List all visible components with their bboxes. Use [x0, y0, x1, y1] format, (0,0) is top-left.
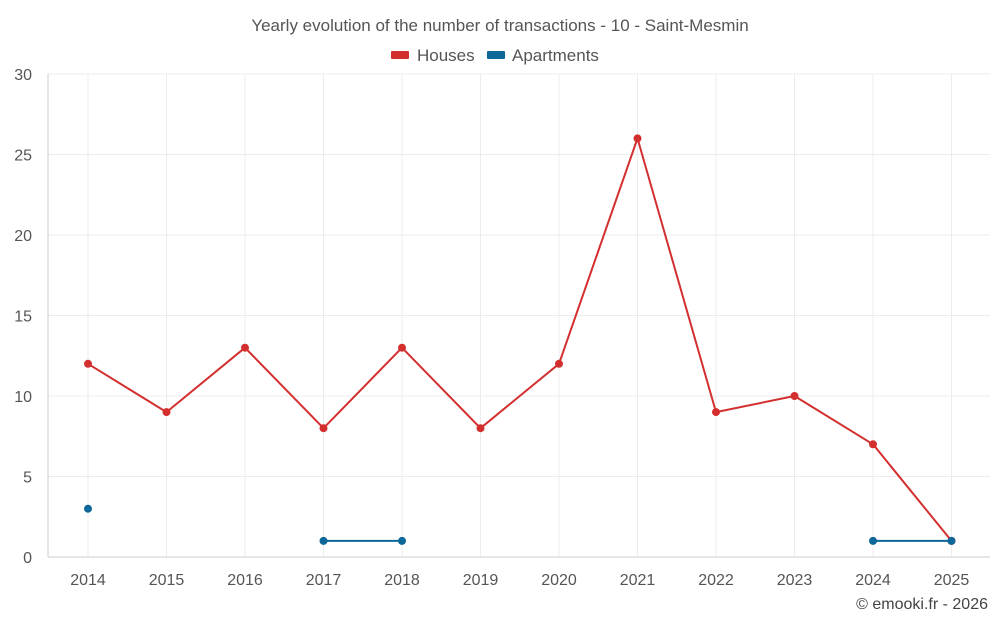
- series-houses: [84, 134, 956, 545]
- legend-item-apartments[interactable]: Apartments: [487, 46, 599, 65]
- legend-label: Houses: [417, 46, 475, 65]
- houses-point-2024[interactable]: [869, 440, 877, 449]
- houses-line-segment: [872, 443, 953, 542]
- x-tick-label: 2014: [70, 572, 106, 589]
- houses-line-segment: [165, 346, 246, 414]
- x-tick-label: 2015: [149, 572, 185, 589]
- legend: Houses Apartments: [391, 46, 599, 65]
- houses-point-2014[interactable]: [84, 359, 92, 368]
- legend-swatch: [391, 51, 409, 59]
- apartments-point-2014[interactable]: [84, 504, 92, 513]
- x-tick-label: 2019: [463, 572, 499, 589]
- x-tick-label: 2017: [306, 572, 342, 589]
- houses-point-2016[interactable]: [241, 343, 249, 352]
- y-tick-label: 25: [14, 148, 32, 165]
- y-tick-label: 0: [23, 550, 32, 567]
- grid: [47, 73, 990, 558]
- houses-point-2017[interactable]: [319, 424, 328, 433]
- x-tick-label: 2018: [384, 572, 420, 589]
- houses-line-segment: [244, 346, 325, 430]
- x-tick-label: 2022: [698, 572, 734, 589]
- y-tick-label: 10: [14, 389, 32, 406]
- credit-text: © emooki.fr - 2026: [856, 596, 988, 613]
- houses-line-segment: [322, 346, 403, 430]
- houses-point-2020[interactable]: [555, 359, 563, 368]
- houses-point-2015[interactable]: [162, 408, 171, 417]
- houses-point-2019[interactable]: [476, 424, 485, 433]
- chart-title: Yearly evolution of the number of transa…: [251, 16, 748, 35]
- x-tick-label: 2016: [227, 572, 263, 589]
- houses-point-2021[interactable]: [633, 134, 642, 143]
- x-axis: 2014 2015 2016 2017 2018 2019 2020 2021 2022 2023…: [70, 572, 969, 589]
- houses-line-segment: [558, 137, 639, 365]
- x-tick-label: 2021: [620, 572, 656, 589]
- houses-line-segment: [636, 137, 717, 414]
- apartments-point-2017[interactable]: [319, 536, 328, 545]
- houses-line-segment: [479, 362, 560, 430]
- series-apartments: [84, 504, 956, 545]
- houses-point-2022[interactable]: [712, 408, 720, 417]
- houses-line-segment: [401, 346, 482, 430]
- series-layer: [84, 134, 956, 545]
- houses-line-segment: [87, 362, 168, 414]
- houses-line-segment: [715, 395, 796, 414]
- apartments-point-2024[interactable]: [869, 536, 877, 545]
- x-tick-label: 2024: [855, 572, 891, 589]
- apartments-point-2018[interactable]: [398, 536, 406, 545]
- legend-swatch: [487, 51, 505, 59]
- houses-point-2018[interactable]: [398, 343, 406, 352]
- y-tick-label: 30: [14, 67, 32, 84]
- y-tick-label: 5: [23, 470, 32, 487]
- y-axis: 0 5 10 15 20 25 30: [14, 67, 32, 567]
- y-tick-label: 20: [14, 228, 32, 245]
- y-tick-label: 15: [14, 309, 32, 326]
- x-tick-label: 2025: [934, 572, 970, 589]
- x-tick-label: 2020: [541, 572, 577, 589]
- legend-label: Apartments: [512, 46, 599, 65]
- houses-line-segment: [793, 395, 874, 446]
- x-tick-label: 2023: [777, 572, 813, 589]
- apartments-point-2025[interactable]: [947, 536, 956, 545]
- legend-item-houses[interactable]: Houses: [391, 46, 475, 65]
- houses-point-2023[interactable]: [790, 392, 799, 400]
